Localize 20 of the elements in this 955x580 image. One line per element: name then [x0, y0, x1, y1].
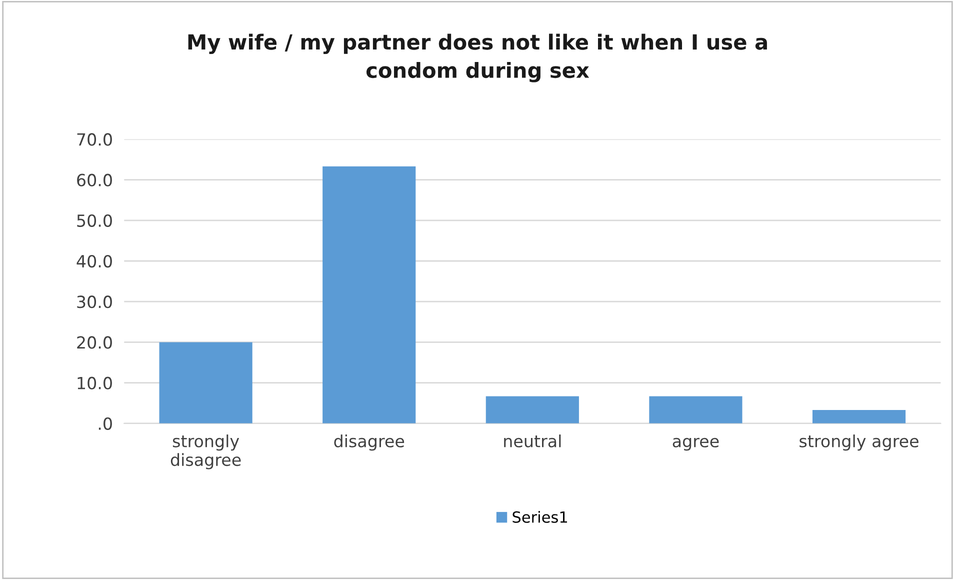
bar — [159, 342, 252, 424]
legend-label: Series1 — [512, 511, 567, 523]
bar — [812, 410, 906, 424]
y-tick-label: 40.0 — [76, 254, 112, 268]
x-tick-label: disagree — [334, 434, 404, 451]
y-tick-label: 50.0 — [77, 214, 112, 227]
bar — [486, 396, 579, 424]
y-tick-label: 30.0 — [77, 296, 112, 308]
x-tick-label: neutral — [504, 434, 561, 448]
bar — [649, 396, 742, 424]
y-tick-label: 70.0 — [77, 133, 112, 146]
y-tick-label: .0 — [98, 417, 112, 430]
x-tick-label: strongly disagree — [170, 434, 241, 470]
y-tick-label: 10.0 — [78, 376, 112, 390]
y-tick-label: 20.0 — [77, 336, 112, 349]
y-tick-label: 60.0 — [77, 174, 112, 186]
x-tick-label: agree — [672, 438, 719, 451]
chart-title: My wife / my partner does not like it when I use a condom during sex — [188, 34, 767, 82]
bar — [322, 166, 416, 424]
x-tick-label: strongly agree — [800, 434, 918, 451]
